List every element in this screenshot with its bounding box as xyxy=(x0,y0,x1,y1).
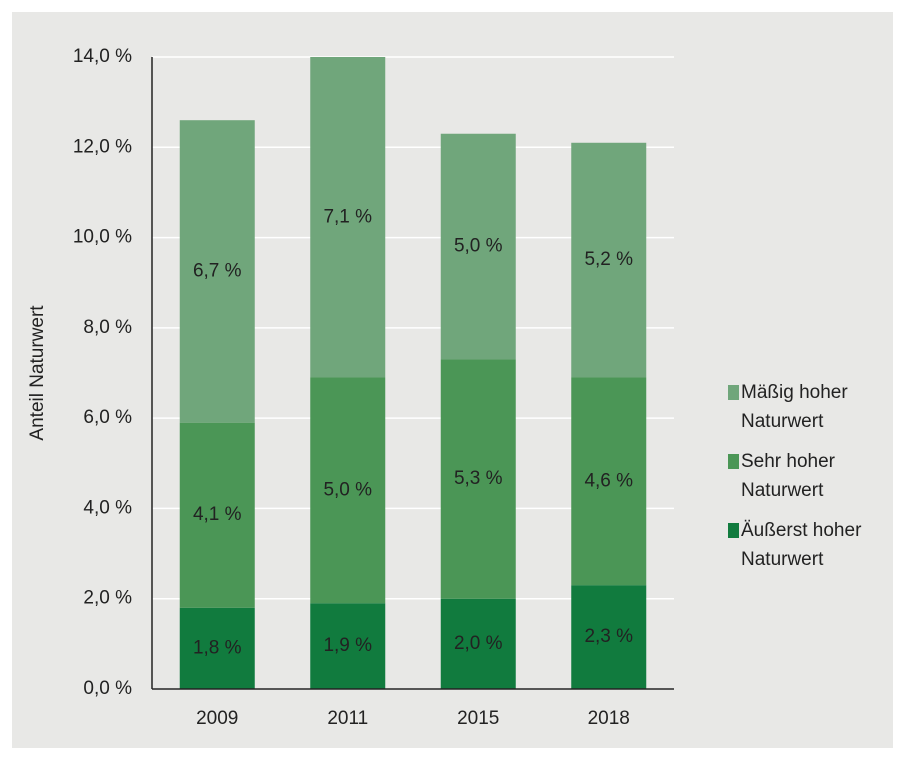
bar-segment xyxy=(440,133,516,360)
y-tick-label: 14,0 % xyxy=(73,46,132,67)
y-tick-label: 2,0 % xyxy=(83,588,132,609)
y-tick-label: 10,0 % xyxy=(73,227,132,248)
legend-swatch xyxy=(728,454,739,469)
legend-swatch xyxy=(728,523,739,538)
y-tick-label: 12,0 % xyxy=(73,136,132,157)
x-tick-label: 2015 xyxy=(457,708,499,729)
x-tick-label: 2011 xyxy=(327,708,368,729)
bar-segment xyxy=(571,142,647,378)
bar-segment xyxy=(310,377,386,604)
y-tick-label: 6,0 % xyxy=(83,407,132,428)
bar-segment xyxy=(571,585,647,689)
data-label: 5,0 % xyxy=(454,236,503,257)
y-axis-label: Anteil Naturwert xyxy=(27,305,48,441)
data-label: 1,9 % xyxy=(323,635,372,656)
data-label: 7,1 % xyxy=(323,206,372,227)
y-tick-label: 8,0 % xyxy=(83,317,132,338)
bar-segment xyxy=(179,422,255,608)
x-tick-label: 2018 xyxy=(588,708,630,729)
bar-segment xyxy=(310,57,386,378)
legend-swatch xyxy=(728,385,739,400)
data-label: 5,0 % xyxy=(323,479,372,500)
data-label: 4,6 % xyxy=(584,470,633,491)
data-label: 5,3 % xyxy=(454,468,503,489)
data-label: 5,2 % xyxy=(584,249,633,270)
bar-segment xyxy=(440,359,516,599)
data-label: 2,0 % xyxy=(454,633,503,654)
bar-segment xyxy=(440,598,516,689)
bar-segment xyxy=(179,607,255,689)
legend-label: Äußerst hoher Naturwert xyxy=(741,520,862,570)
bar-segment xyxy=(310,603,386,689)
legend-label: Sehr hoher Naturwert xyxy=(741,451,836,501)
data-label: 1,8 % xyxy=(193,637,242,658)
x-tick-label: 2009 xyxy=(196,708,238,729)
y-tick-label: 0,0 % xyxy=(83,678,132,699)
data-label: 2,3 % xyxy=(584,626,633,647)
bar-segment xyxy=(179,120,255,423)
data-label: 6,7 % xyxy=(193,260,242,281)
data-label: 4,1 % xyxy=(193,504,242,525)
y-tick-label: 4,0 % xyxy=(83,497,132,518)
bar-segment xyxy=(571,377,647,586)
legend-label: Mäßig hoher Naturwert xyxy=(741,382,848,432)
